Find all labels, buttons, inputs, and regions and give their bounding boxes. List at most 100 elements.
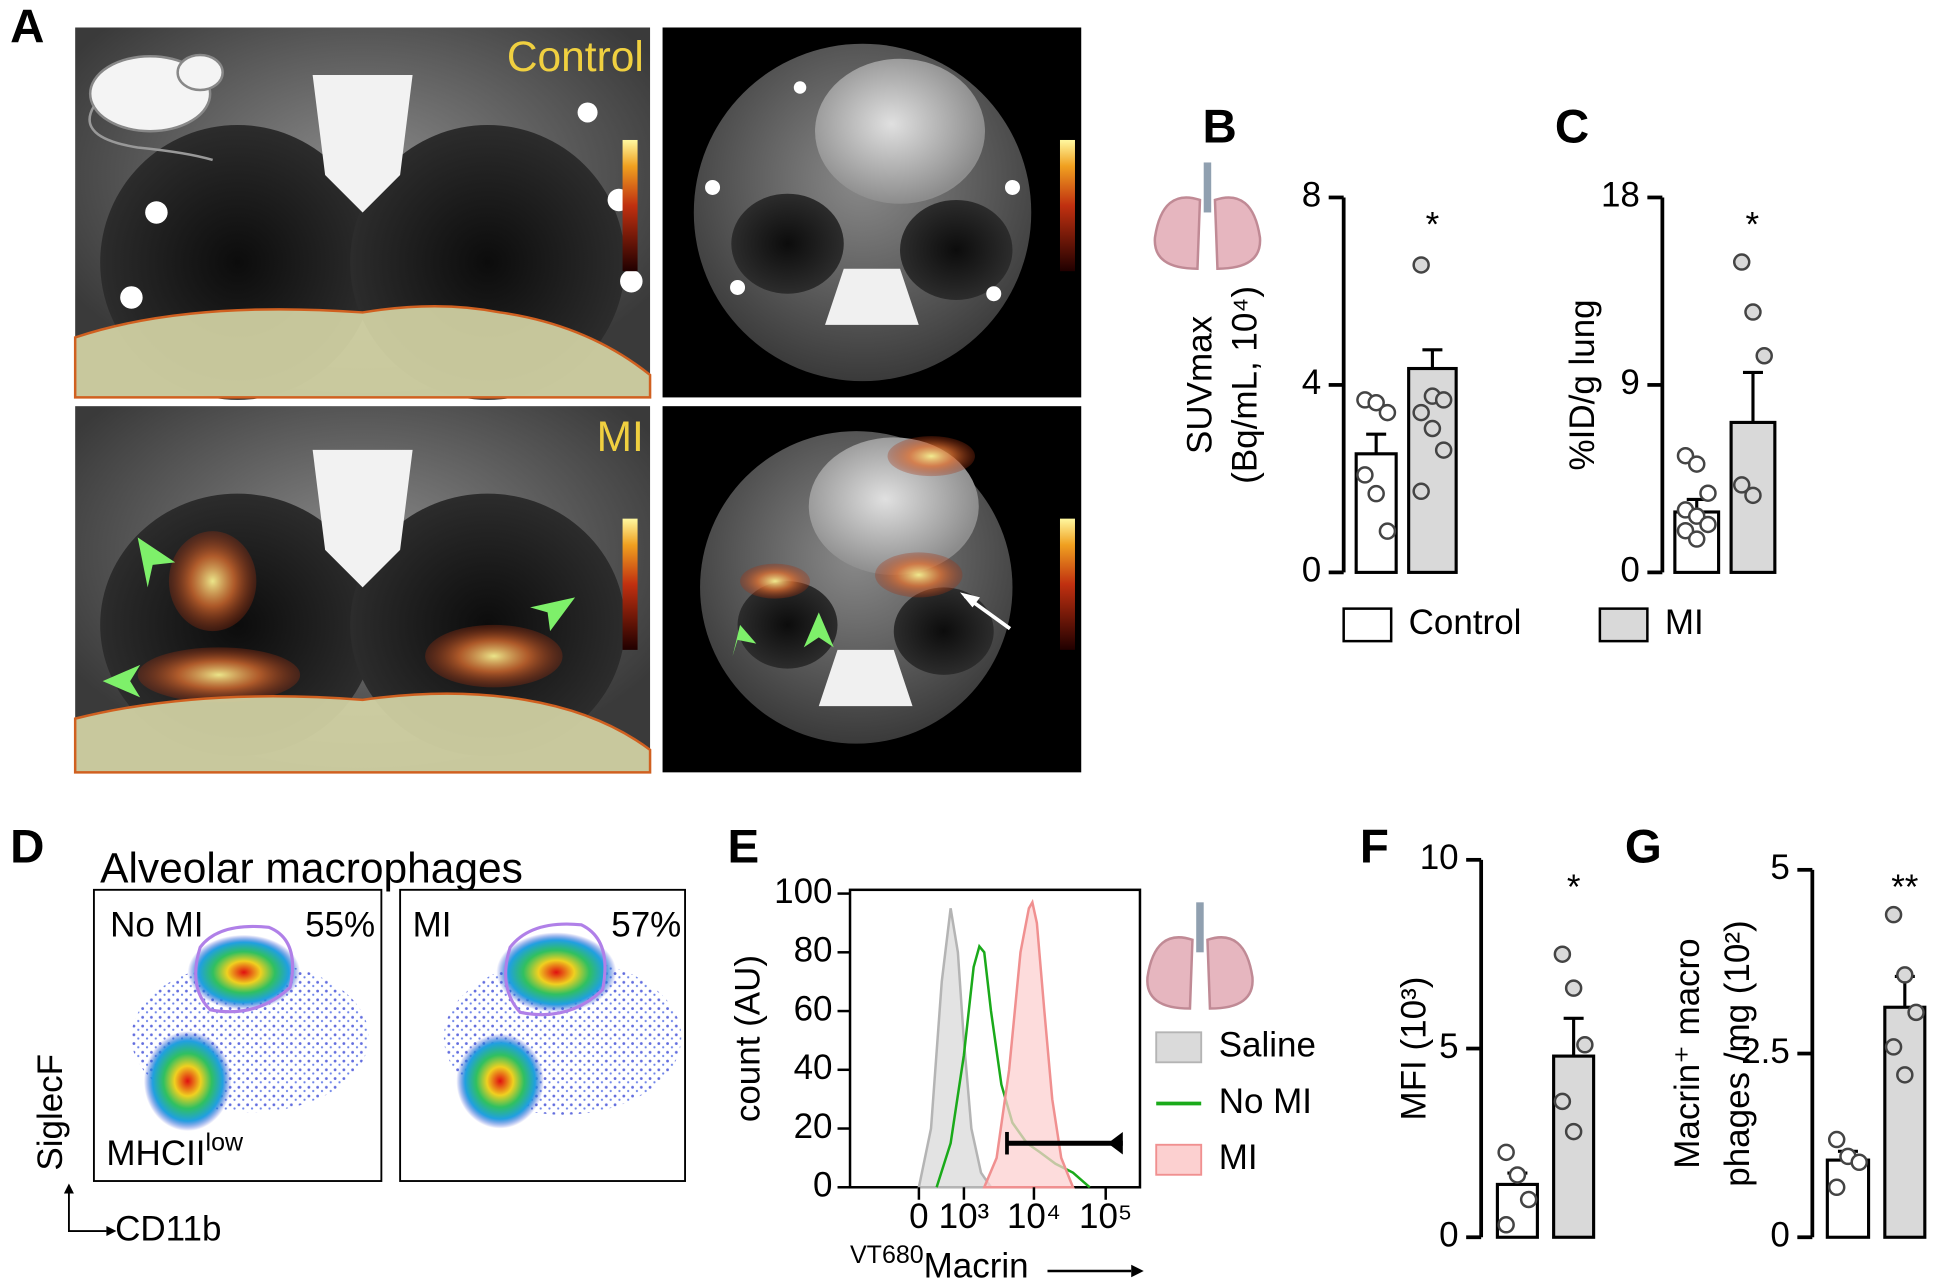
y-tick-label: 8 bbox=[1302, 176, 1321, 215]
gate-label: MHCIIlow bbox=[106, 1128, 244, 1173]
data-point bbox=[1676, 446, 1695, 465]
lung-region bbox=[900, 199, 1013, 300]
x-tick-label: 10⁴ bbox=[1007, 1197, 1061, 1236]
data-point bbox=[1553, 1092, 1572, 1111]
data-point bbox=[1884, 1038, 1903, 1056]
data-point bbox=[1367, 484, 1385, 503]
color-bar bbox=[1059, 139, 1075, 272]
legend-label: MI bbox=[1219, 1138, 1258, 1177]
y-tick-label: 0 bbox=[1439, 1216, 1458, 1255]
x-axis-label: CD11b bbox=[115, 1209, 221, 1248]
flow-title: Alveolar macrophages bbox=[100, 845, 523, 892]
data-point bbox=[1744, 303, 1762, 321]
data-point bbox=[1367, 393, 1385, 412]
data-point bbox=[1553, 945, 1572, 963]
lung-region bbox=[731, 193, 844, 294]
y-tick-label: 40 bbox=[794, 1048, 833, 1087]
data-point bbox=[1687, 530, 1706, 548]
uptake-region bbox=[425, 624, 563, 688]
density-cloud bbox=[143, 1031, 232, 1132]
legend-swatch bbox=[1155, 1143, 1203, 1176]
density-cloud bbox=[187, 934, 301, 1010]
arrowheads bbox=[732, 612, 834, 657]
arrow-head bbox=[960, 592, 980, 608]
y-axis-label: MFI (10³) bbox=[1394, 977, 1433, 1121]
data-point bbox=[1564, 1122, 1583, 1141]
data-point bbox=[1356, 466, 1374, 484]
image-label: Control bbox=[507, 34, 644, 81]
bar bbox=[1552, 1054, 1596, 1239]
gate bbox=[194, 925, 295, 1014]
uptake-region bbox=[740, 563, 811, 599]
image-label: MI bbox=[597, 414, 644, 461]
color-bar bbox=[622, 139, 638, 272]
data-point bbox=[1412, 482, 1430, 501]
data-point bbox=[1884, 905, 1903, 924]
spine bbox=[312, 74, 413, 213]
significance: * bbox=[1426, 206, 1440, 245]
ct-axial-control bbox=[662, 27, 1082, 398]
data-point bbox=[1519, 1190, 1538, 1209]
lung-icon bbox=[1146, 902, 1254, 1010]
panel-label: A bbox=[10, 1, 44, 54]
legend-label: Saline bbox=[1219, 1026, 1316, 1065]
y-tick-label: 80 bbox=[794, 931, 833, 970]
gate bbox=[504, 922, 607, 1017]
lung-region bbox=[350, 493, 626, 757]
data-point bbox=[1412, 403, 1430, 422]
panel-label: F bbox=[1360, 820, 1389, 873]
plot-label: MI bbox=[413, 906, 452, 945]
density-cloud bbox=[456, 1033, 544, 1129]
data-point bbox=[1687, 507, 1706, 525]
y-tick-label: 5 bbox=[1439, 1027, 1458, 1066]
legend-label: Control bbox=[1409, 603, 1522, 642]
data-point bbox=[1699, 484, 1717, 502]
data-point bbox=[1732, 476, 1751, 494]
color-bar bbox=[622, 518, 638, 650]
y-tick-label: 0 bbox=[813, 1166, 832, 1205]
gate-arrow bbox=[1107, 1131, 1123, 1155]
heart bbox=[815, 58, 985, 204]
axis-arrows bbox=[67, 1193, 107, 1232]
liver-overlay bbox=[73, 304, 652, 399]
y-axis-label: Macrin⁺ macro bbox=[1668, 938, 1707, 1168]
data-point bbox=[1907, 1003, 1925, 1022]
histogram-area bbox=[917, 908, 994, 1189]
x-axis-label-text: Macrin bbox=[924, 1247, 1029, 1286]
density-cloud bbox=[496, 932, 617, 1013]
y-axis-label: (Bq/mL, 10⁴) bbox=[1226, 286, 1265, 484]
bar bbox=[1825, 1158, 1871, 1239]
x-axis-label-sup: VT680 bbox=[850, 1241, 924, 1269]
y-tick-label: 18 bbox=[1601, 176, 1640, 215]
data-point bbox=[1850, 1153, 1868, 1172]
data-point bbox=[1827, 1130, 1846, 1149]
plot-label: No MI bbox=[110, 906, 203, 945]
x-axis-arrow-head bbox=[1131, 1264, 1144, 1278]
panel-label: G bbox=[1625, 820, 1662, 873]
x-tick-label: 10⁵ bbox=[1079, 1197, 1132, 1236]
y-axis-label: phages /mg (10²) bbox=[1718, 920, 1757, 1186]
y-tick-label: 0 bbox=[1770, 1216, 1789, 1255]
data-point bbox=[1412, 256, 1430, 274]
y-tick-label: 100 bbox=[774, 872, 832, 911]
spine bbox=[312, 449, 413, 588]
gate-percent: 55% bbox=[305, 906, 375, 945]
data-point bbox=[1744, 486, 1762, 505]
y-tick-label: 60 bbox=[794, 989, 833, 1028]
data-point bbox=[1497, 1216, 1515, 1234]
arrow-heads bbox=[63, 1183, 117, 1237]
color-bar bbox=[1059, 518, 1075, 650]
x-tick-label: 10³ bbox=[939, 1197, 990, 1236]
panel-label: E bbox=[728, 820, 760, 873]
data-point bbox=[1423, 419, 1442, 438]
legend-label: No MI bbox=[1219, 1082, 1312, 1121]
data-point bbox=[1755, 347, 1773, 365]
histogram-area bbox=[982, 898, 1075, 1189]
y-tick-label: 20 bbox=[794, 1107, 833, 1146]
arrowheads bbox=[102, 537, 576, 698]
ct-axial-mi bbox=[662, 406, 1082, 773]
liver-overlay bbox=[73, 692, 652, 774]
legend-swatch bbox=[1598, 607, 1649, 643]
